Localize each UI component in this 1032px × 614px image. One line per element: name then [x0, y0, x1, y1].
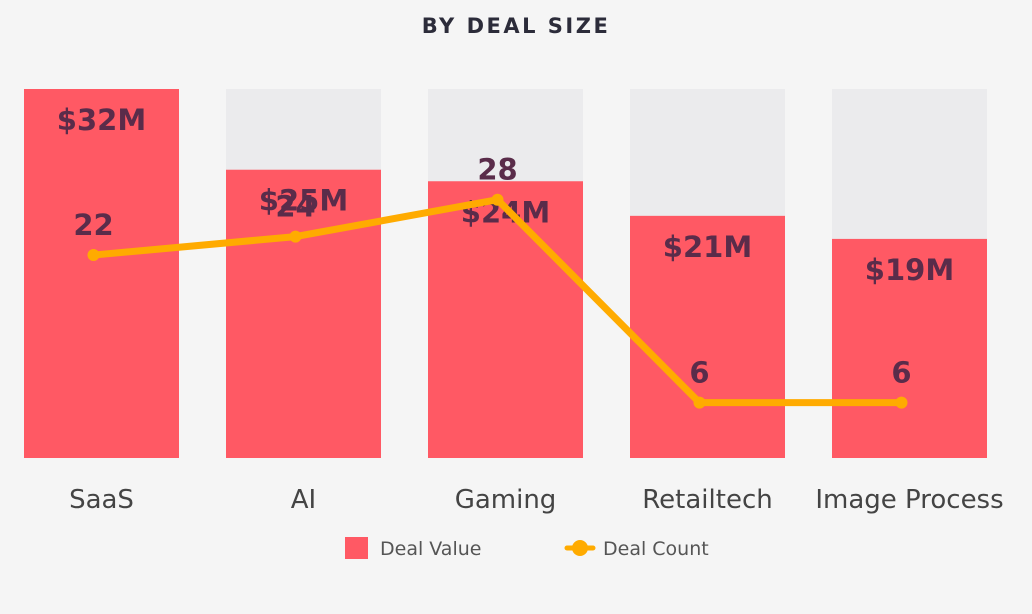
deal-count-point	[895, 396, 908, 409]
deal-count-point	[289, 230, 302, 243]
category-label: Gaming	[455, 485, 557, 515]
bar-series	[24, 89, 987, 458]
legend-bar-swatch	[345, 537, 368, 559]
legend-label-deal-count: Deal Count	[603, 538, 709, 560]
category-label: Retailtech	[642, 485, 772, 515]
deal-value-bar	[226, 169, 381, 458]
deal-count-label: 22	[73, 208, 113, 242]
deal-count-point	[491, 193, 504, 206]
deal-value-label: $32M	[57, 103, 146, 137]
deal-count-point	[87, 249, 100, 262]
deal-value-bar	[832, 238, 987, 458]
category-label: AI	[291, 485, 316, 515]
deal-count-point	[693, 396, 706, 409]
deal-value-bar	[24, 89, 179, 458]
line-series	[87, 193, 908, 409]
category-labels: SaaS AI Gaming Retailtech Image Process	[69, 485, 1004, 515]
deal-value-label: $21M	[663, 230, 752, 264]
deal-value-label: $25M	[259, 184, 348, 218]
chart-title: BY DEAL SIZE	[421, 14, 611, 38]
legend: Deal Value Deal Count	[345, 537, 709, 560]
category-label: Image Process	[815, 485, 1003, 515]
deal-value-bar	[630, 215, 785, 458]
deal-value-label: $19M	[865, 253, 954, 287]
count-labels: 22 24 28 6 6	[73, 153, 911, 390]
deal-count-label: 24	[275, 190, 315, 224]
legend-label-deal-value: Deal Value	[380, 538, 481, 560]
legend-line-marker	[572, 540, 588, 556]
deal-count-label: 6	[689, 356, 709, 390]
deal-count-label: 6	[891, 356, 911, 390]
deal-count-label: 28	[477, 153, 517, 187]
deal-value-bar	[428, 181, 583, 458]
value-labels: $32M$25M $24M$21M$19M	[57, 103, 954, 287]
category-label: SaaS	[69, 485, 134, 515]
